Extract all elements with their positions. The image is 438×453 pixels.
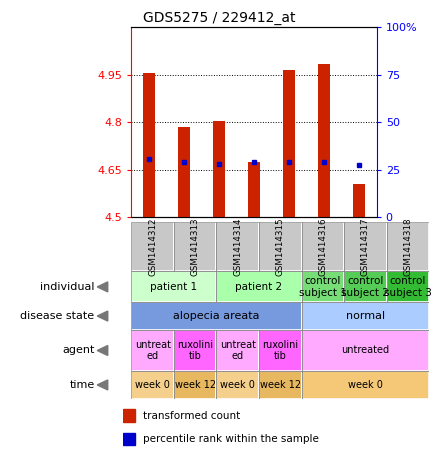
Bar (216, 271, 302, 302)
Bar (216, 371, 259, 399)
Text: GSM1414314: GSM1414314 (233, 217, 242, 276)
Bar (259, 222, 302, 271)
Text: GDS5275 / 229412_at: GDS5275 / 229412_at (143, 11, 295, 25)
Bar (131, 222, 174, 271)
Bar (131, 371, 174, 399)
Bar (302, 222, 344, 271)
Text: time: time (69, 380, 95, 390)
Text: control
subject 1: control subject 1 (299, 276, 347, 298)
Text: week 12: week 12 (175, 380, 216, 390)
Bar (387, 222, 429, 271)
Text: untreat
ed: untreat ed (220, 340, 256, 361)
Bar (174, 330, 216, 371)
Bar (259, 330, 302, 371)
Text: GSM1414312: GSM1414312 (148, 217, 157, 276)
Text: individual: individual (40, 282, 95, 292)
Bar (344, 271, 387, 302)
Bar (131, 302, 302, 330)
Bar (302, 302, 429, 330)
Bar (259, 371, 302, 399)
Bar (259, 371, 302, 399)
Text: week 12: week 12 (260, 380, 301, 390)
Bar (143, 73, 155, 217)
Bar (302, 371, 429, 399)
Bar (131, 302, 302, 330)
Bar (302, 330, 429, 371)
Bar (216, 330, 259, 371)
Bar (213, 120, 225, 217)
Bar (302, 271, 344, 302)
Bar (178, 127, 190, 217)
Text: agent: agent (62, 346, 95, 356)
Bar (216, 222, 259, 271)
Text: ruxolini
tib: ruxolini tib (177, 340, 213, 361)
Bar (259, 222, 302, 271)
Text: transformed count: transformed count (142, 411, 240, 421)
Bar (216, 271, 302, 302)
Bar (174, 371, 216, 399)
Bar (131, 330, 174, 371)
Text: GSM1414316: GSM1414316 (318, 217, 327, 276)
Text: control
subject 3: control subject 3 (384, 276, 432, 298)
Bar (283, 70, 295, 217)
Text: GSM1414315: GSM1414315 (276, 217, 285, 276)
Bar (353, 184, 365, 217)
Text: patient 1: patient 1 (150, 282, 198, 292)
Bar (174, 222, 216, 271)
Text: ruxolini
tib: ruxolini tib (262, 340, 298, 361)
Bar (123, 409, 135, 422)
Bar (302, 371, 429, 399)
Text: GSM1414313: GSM1414313 (191, 217, 200, 276)
Polygon shape (97, 380, 108, 390)
Bar (302, 330, 429, 371)
Bar (259, 330, 302, 371)
Bar (387, 271, 429, 302)
Bar (248, 162, 260, 217)
Text: untreat
ed: untreat ed (134, 340, 171, 361)
Bar (302, 271, 344, 302)
Bar (131, 330, 174, 371)
Bar (216, 330, 259, 371)
Bar (387, 222, 429, 271)
Text: control
subject 2: control subject 2 (342, 276, 389, 298)
Bar (123, 433, 135, 445)
Polygon shape (97, 282, 108, 292)
Bar (302, 302, 429, 330)
Text: week 0: week 0 (135, 380, 170, 390)
Text: GSM1414318: GSM1414318 (403, 217, 413, 276)
Bar (216, 222, 259, 271)
Bar (174, 222, 216, 271)
Bar (344, 222, 387, 271)
Text: patient 2: patient 2 (236, 282, 283, 292)
Bar (216, 371, 259, 399)
Bar (387, 271, 429, 302)
Text: alopecia areata: alopecia areata (173, 311, 260, 321)
Text: normal: normal (346, 311, 385, 321)
Text: percentile rank within the sample: percentile rank within the sample (142, 434, 318, 444)
Bar (318, 63, 330, 217)
Bar (174, 371, 216, 399)
Text: GSM1414317: GSM1414317 (361, 217, 370, 276)
Polygon shape (97, 311, 108, 321)
Bar (131, 271, 216, 302)
Text: week 0: week 0 (348, 380, 383, 390)
Text: untreated: untreated (341, 346, 389, 356)
Bar (174, 330, 216, 371)
Bar (131, 271, 216, 302)
Bar (344, 222, 387, 271)
Bar (131, 222, 174, 271)
Bar (344, 271, 387, 302)
Bar (131, 371, 174, 399)
Bar (302, 222, 344, 271)
Polygon shape (97, 346, 108, 356)
Text: week 0: week 0 (220, 380, 255, 390)
Text: disease state: disease state (21, 311, 95, 321)
